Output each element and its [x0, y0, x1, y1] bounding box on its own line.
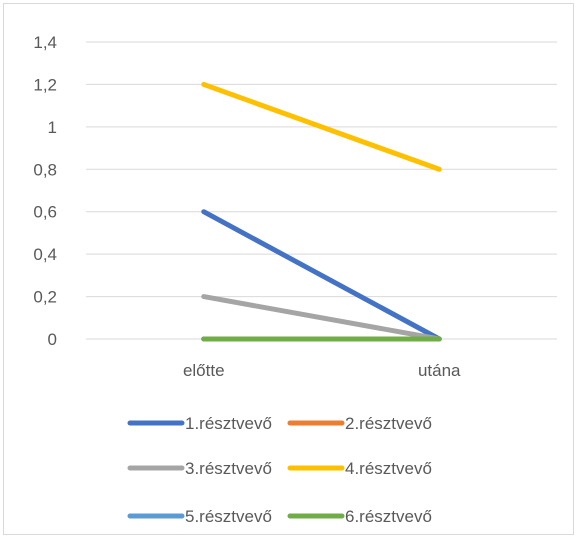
y-axis-tick-labels: 0 0,2 0,4 0,6 0,8 1 1,2 1,4 — [33, 33, 57, 349]
y-tick-label: 0 — [48, 330, 57, 349]
legend-label: 6.résztvevő — [345, 507, 432, 526]
y-tick-label: 1 — [48, 118, 57, 137]
legend-label: 3.résztvevő — [185, 459, 272, 478]
x-axis-tick-labels: előtte utána — [183, 361, 461, 380]
legend-label: 1.résztvevő — [185, 414, 272, 433]
x-tick-label: utána — [418, 361, 461, 380]
y-tick-label: 0,8 — [33, 160, 57, 179]
y-tick-label: 0,2 — [33, 288, 57, 307]
legend-item-5: 5.résztvevő — [127, 507, 272, 526]
legend-label: 5.résztvevő — [185, 507, 272, 526]
y-tick-label: 0,4 — [33, 245, 57, 264]
series-lines — [201, 81, 442, 342]
legend-item-3: 3.résztvevő — [127, 459, 272, 478]
x-tick-label: előtte — [183, 361, 225, 380]
legend-item-1: 1.résztvevő — [127, 414, 272, 433]
gridlines — [86, 41, 557, 340]
chart-frame — [3, 3, 574, 535]
legend-label: 4.résztvevő — [345, 459, 432, 478]
y-tick-label: 1,4 — [33, 33, 57, 52]
legend: 1.résztvevő 2.résztvevő 3.résztvevő 4.részt… — [127, 414, 432, 526]
legend-label: 2.résztvevő — [345, 414, 432, 433]
legend-item-4: 4.résztvevő — [287, 459, 432, 478]
legend-item-2: 2.résztvevő — [287, 414, 432, 433]
series-line-4 — [201, 81, 442, 172]
series-line-1 — [201, 209, 442, 342]
y-tick-label: 0,6 — [33, 203, 57, 222]
y-tick-label: 1,2 — [33, 75, 57, 94]
series-line-3 — [201, 294, 442, 342]
legend-item-6: 6.résztvevő — [287, 507, 432, 526]
